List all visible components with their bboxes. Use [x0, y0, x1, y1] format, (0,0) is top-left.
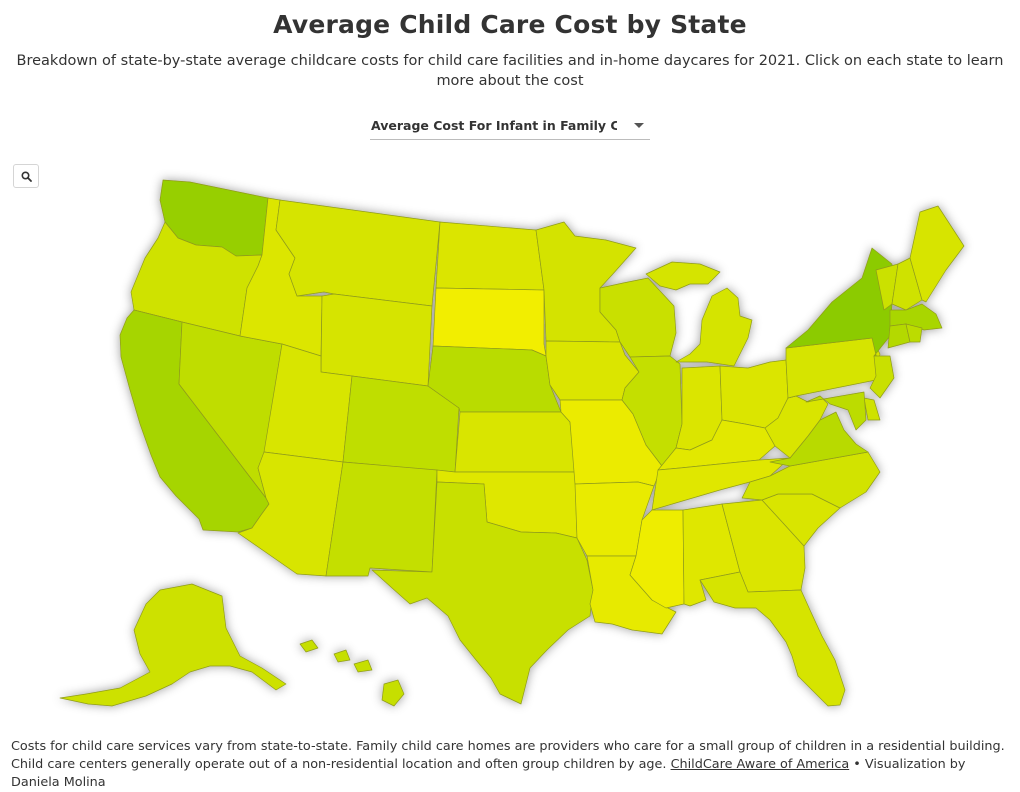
chevron-down-icon [628, 118, 650, 136]
page-title: Average Child Care Cost by State [273, 10, 747, 39]
map-svg: WashingtonOregonCaliforniaNevadaIdahoMon… [59, 179, 965, 707]
us-choropleth-map: WashingtonOregonCaliforniaNevadaIdahoMon… [0, 150, 1020, 730]
search-icon [21, 171, 32, 182]
footer-text: Costs for child care services vary from … [11, 739, 1005, 772]
dropdown-selected-value: Average Cost For Infant in Family Child … [371, 118, 617, 133]
state-north-carolina[interactable]: North Carolina [741, 451, 881, 509]
state-wyoming[interactable]: Wyoming [320, 293, 433, 387]
state-delaware[interactable]: Delaware [863, 397, 881, 421]
state-pennsylvania[interactable]: Pennsylvania [785, 337, 881, 399]
state-hawaii[interactable]: Hawaii [333, 649, 351, 663]
state-hawaii[interactable]: Hawaii [381, 679, 405, 707]
state-texas[interactable]: Texas [371, 481, 594, 705]
page-subtitle: Breakdown of state-by-state average chil… [16, 53, 1004, 89]
state-hawaii[interactable]: Hawaii [299, 639, 319, 653]
state-new-hampshire[interactable]: New Hampshire [891, 257, 923, 311]
source-link[interactable]: ChildCare Aware of America [670, 757, 850, 772]
state-north-dakota[interactable]: North Dakota [435, 221, 545, 291]
state-south-dakota[interactable]: South Dakota [432, 287, 547, 357]
state-michigan[interactable]: Michigan [675, 287, 753, 367]
state-montana[interactable]: Montana [275, 199, 441, 307]
metric-dropdown[interactable]: Average Cost For Infant in Family Child … [370, 114, 650, 140]
zoom-search-button[interactable] [13, 164, 39, 188]
state-rhode-island[interactable]: Rhode Island [905, 323, 923, 343]
state-new-mexico[interactable]: New Mexico [325, 461, 438, 577]
state-alaska[interactable]: Alaska [59, 583, 287, 707]
state-kansas[interactable]: Kansas [454, 411, 576, 473]
state-west-virginia[interactable]: West Virginia [764, 395, 829, 459]
footer-note: Costs for child care services vary from … [11, 738, 1011, 792]
state-florida[interactable]: Florida [699, 571, 846, 707]
state-michigan[interactable]: Michigan [645, 261, 721, 291]
state-illinois[interactable]: Illinois [621, 355, 683, 467]
state-maine[interactable]: Maine [909, 205, 965, 303]
state-hawaii[interactable]: Hawaii [353, 659, 373, 673]
state-colorado[interactable]: Colorado [342, 375, 460, 473]
state-new-jersey[interactable]: New Jersey [869, 355, 895, 399]
state-maryland[interactable]: Maryland [805, 391, 867, 431]
